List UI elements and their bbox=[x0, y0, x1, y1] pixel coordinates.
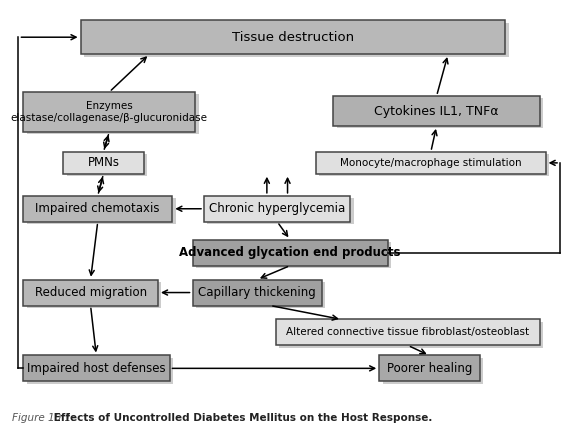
FancyBboxPatch shape bbox=[196, 282, 325, 308]
FancyBboxPatch shape bbox=[23, 92, 195, 132]
Text: Impaired chemotaxis: Impaired chemotaxis bbox=[36, 202, 160, 215]
Text: Monocyte/macrophage stimulation: Monocyte/macrophage stimulation bbox=[340, 158, 522, 168]
FancyBboxPatch shape bbox=[204, 196, 350, 222]
Text: Altered connective tissue fibroblast/osteoblast: Altered connective tissue fibroblast/ost… bbox=[287, 327, 529, 338]
FancyBboxPatch shape bbox=[26, 358, 173, 384]
Text: Figure 10.1.: Figure 10.1. bbox=[12, 414, 74, 423]
FancyBboxPatch shape bbox=[279, 322, 543, 348]
FancyBboxPatch shape bbox=[316, 152, 546, 174]
Text: Reduced migration: Reduced migration bbox=[35, 286, 146, 299]
FancyBboxPatch shape bbox=[196, 242, 391, 268]
FancyBboxPatch shape bbox=[333, 96, 540, 126]
FancyBboxPatch shape bbox=[63, 152, 144, 174]
FancyBboxPatch shape bbox=[84, 23, 509, 57]
Text: Impaired host defenses: Impaired host defenses bbox=[27, 362, 166, 375]
Text: Chronic hyperglycemia: Chronic hyperglycemia bbox=[209, 202, 345, 215]
FancyBboxPatch shape bbox=[23, 355, 169, 381]
Text: Poorer healing: Poorer healing bbox=[387, 362, 472, 375]
Text: Cytokines IL1, TNFα: Cytokines IL1, TNFα bbox=[374, 105, 499, 118]
Text: Advanced glycation end products: Advanced glycation end products bbox=[179, 246, 401, 259]
FancyBboxPatch shape bbox=[319, 154, 549, 176]
FancyBboxPatch shape bbox=[336, 98, 543, 128]
Text: Tissue destruction: Tissue destruction bbox=[232, 31, 354, 44]
FancyBboxPatch shape bbox=[23, 280, 158, 305]
FancyBboxPatch shape bbox=[67, 154, 147, 176]
FancyBboxPatch shape bbox=[383, 358, 483, 384]
Text: Capillary thickening: Capillary thickening bbox=[198, 286, 316, 299]
Text: Enzymes
elastase/collagenase/β-glucuronidase: Enzymes elastase/collagenase/β-glucuroni… bbox=[11, 101, 207, 123]
FancyBboxPatch shape bbox=[26, 198, 176, 224]
Text: PMNs: PMNs bbox=[87, 157, 120, 169]
FancyBboxPatch shape bbox=[23, 196, 172, 222]
FancyBboxPatch shape bbox=[276, 320, 540, 345]
FancyBboxPatch shape bbox=[207, 198, 354, 224]
FancyBboxPatch shape bbox=[192, 240, 388, 266]
FancyBboxPatch shape bbox=[80, 20, 506, 54]
FancyBboxPatch shape bbox=[26, 282, 162, 308]
Text: Effects of Uncontrolled Diabetes Mellitus on the Host Response.: Effects of Uncontrolled Diabetes Mellitu… bbox=[50, 414, 432, 423]
FancyBboxPatch shape bbox=[379, 355, 479, 381]
FancyBboxPatch shape bbox=[192, 280, 322, 305]
FancyBboxPatch shape bbox=[26, 94, 199, 134]
